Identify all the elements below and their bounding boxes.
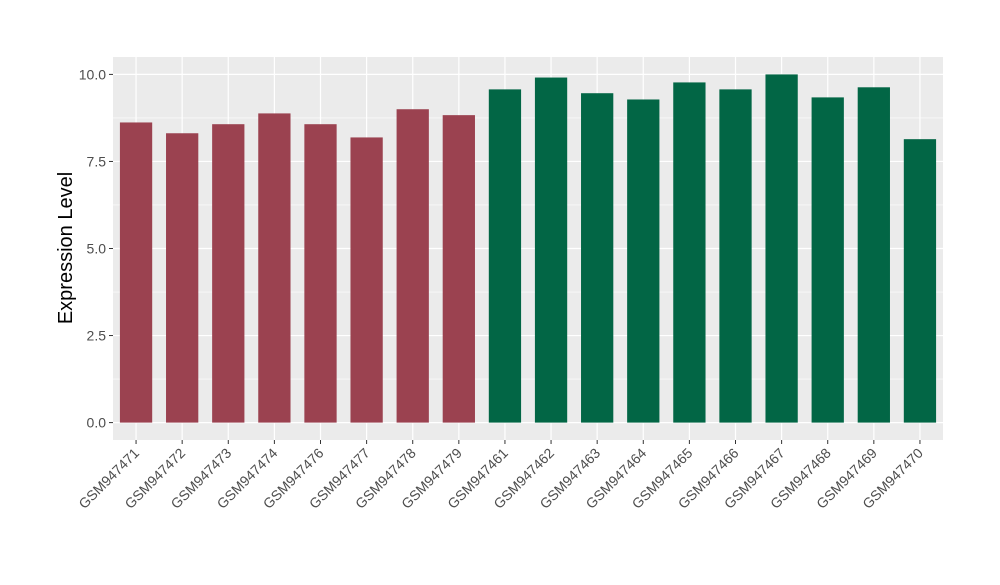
bar-GSM947474 [258, 113, 291, 423]
bar-GSM947465 [673, 82, 706, 423]
bar-GSM947469 [857, 87, 890, 423]
bar-GSM947477 [350, 137, 383, 423]
bar-GSM947462 [534, 77, 568, 423]
bar-GSM947464 [627, 99, 660, 423]
y-tick-label: 0.0 [87, 415, 107, 431]
x-axis: GSM947471GSM947472GSM947473GSM947474GSM9… [75, 440, 926, 512]
bar-GSM947479 [442, 115, 475, 423]
y-tick-label: 2.5 [87, 328, 107, 344]
y-axis: 0.0 2.5 5.0 7.5 10.0 [79, 66, 113, 431]
bar-GSM947476 [304, 124, 337, 423]
bar-GSM947472 [166, 133, 199, 423]
y-tick-label: 7.5 [87, 153, 107, 169]
y-tick-label: 10.0 [79, 66, 106, 82]
y-axis-label: Expression Level [55, 172, 77, 324]
bar-GSM947463 [581, 93, 614, 423]
bar-GSM947471 [119, 122, 153, 423]
bars [119, 74, 937, 423]
y-tick-label: 5.0 [87, 241, 107, 257]
bar-GSM947467 [765, 74, 798, 423]
bar-GSM947473 [212, 124, 245, 423]
bar-GSM947461 [488, 89, 522, 423]
bar-GSM947478 [396, 109, 429, 423]
bar-GSM947468 [811, 97, 844, 423]
bar-GSM947466 [719, 89, 752, 423]
bar-GSM947470 [903, 139, 937, 423]
